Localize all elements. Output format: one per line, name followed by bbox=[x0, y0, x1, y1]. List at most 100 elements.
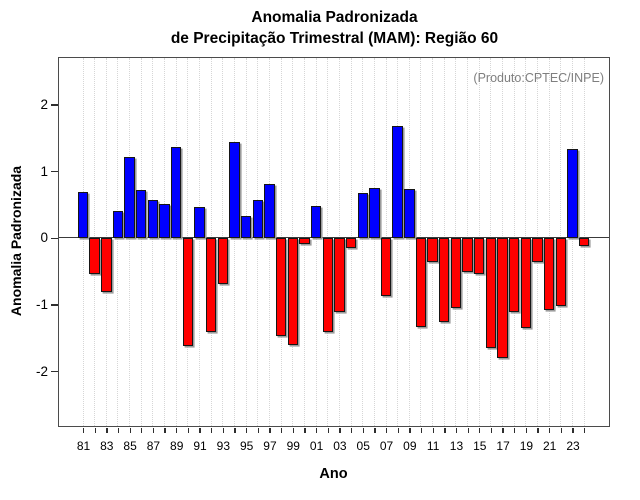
bar-2008 bbox=[392, 126, 403, 238]
bar-2005 bbox=[357, 193, 368, 238]
x-tick-label: 11 bbox=[426, 439, 440, 453]
x-tick bbox=[234, 427, 236, 433]
y-tick bbox=[51, 304, 58, 306]
x-tick-label: 13 bbox=[449, 439, 464, 453]
bar-1990 bbox=[182, 237, 194, 347]
gridline bbox=[117, 57, 119, 426]
x-tick-label: 23 bbox=[566, 439, 580, 453]
x-tick bbox=[339, 427, 341, 433]
bar-1991 bbox=[194, 207, 205, 238]
x-tick bbox=[374, 427, 376, 433]
x-tick bbox=[269, 427, 271, 433]
x-tick-label: 95 bbox=[239, 439, 254, 453]
x-tick bbox=[514, 427, 516, 433]
x-tick-label: 89 bbox=[170, 439, 184, 453]
x-tick bbox=[549, 427, 551, 433]
x-tick bbox=[257, 427, 260, 433]
bar-2001 bbox=[310, 206, 322, 238]
x-tick bbox=[584, 427, 586, 433]
bar-2003 bbox=[334, 237, 345, 313]
bar-1988 bbox=[159, 204, 170, 238]
chart-title: Anomalia Padronizada de Precipitação Tri… bbox=[59, 7, 610, 49]
y-tick bbox=[51, 171, 58, 173]
bar-1983 bbox=[101, 237, 112, 293]
gridline bbox=[140, 57, 142, 426]
bar-2002 bbox=[322, 237, 333, 332]
bar-2013 bbox=[450, 237, 462, 308]
x-tick bbox=[397, 427, 399, 433]
bar-2024 bbox=[578, 237, 590, 246]
x-tick-label: 15 bbox=[473, 439, 487, 453]
x-tick-label: 19 bbox=[519, 439, 534, 453]
gridline bbox=[199, 57, 201, 426]
x-tick-label: 09 bbox=[403, 439, 417, 453]
bar-1987 bbox=[147, 199, 159, 238]
bar-2004 bbox=[345, 237, 357, 249]
y-tick-label: -1 bbox=[35, 296, 48, 312]
product-annotation: (Produto:CPTEC/INPE) bbox=[473, 70, 604, 85]
x-tick-label: 93 bbox=[216, 439, 231, 453]
gridline bbox=[408, 57, 410, 426]
x-tick-label: 07 bbox=[379, 439, 394, 453]
bar-1993 bbox=[217, 237, 229, 284]
x-tick-label: 05 bbox=[356, 439, 370, 453]
gridline bbox=[362, 57, 364, 426]
bar-2018 bbox=[509, 237, 520, 313]
x-tick bbox=[152, 427, 155, 433]
x-tick bbox=[199, 427, 201, 433]
gridline bbox=[397, 57, 399, 426]
x-tick bbox=[490, 427, 493, 433]
bar-1981 bbox=[77, 191, 89, 238]
x-tick bbox=[350, 427, 353, 433]
x-tick bbox=[560, 427, 563, 433]
x-tick-label: 17 bbox=[496, 439, 510, 453]
x-tick bbox=[82, 427, 85, 433]
x-tick bbox=[187, 427, 190, 433]
x-tick bbox=[94, 427, 96, 433]
x-tick bbox=[479, 427, 481, 433]
bar-1986 bbox=[136, 189, 147, 238]
y-tick-label: -2 bbox=[35, 363, 48, 379]
gridline bbox=[572, 57, 573, 426]
x-tick-label: 99 bbox=[286, 439, 300, 453]
y-tick-label: 1 bbox=[40, 163, 48, 179]
gridline bbox=[257, 57, 259, 426]
x-tick bbox=[455, 427, 458, 433]
x-tick bbox=[246, 427, 248, 433]
gridline bbox=[82, 57, 84, 426]
plot-area: (Produto:CPTEC/INPE) bbox=[58, 56, 610, 427]
x-tick bbox=[281, 427, 283, 433]
bar-1998 bbox=[275, 237, 287, 337]
gridline bbox=[164, 57, 166, 426]
x-tick bbox=[444, 427, 446, 433]
bar-1994 bbox=[229, 142, 240, 238]
bar-1985 bbox=[124, 157, 135, 238]
x-tick bbox=[117, 427, 120, 433]
gridline bbox=[234, 57, 235, 426]
bar-1982 bbox=[89, 237, 100, 274]
bar-2012 bbox=[439, 237, 450, 323]
x-tick-label: 21 bbox=[543, 439, 557, 453]
x-tick bbox=[525, 427, 528, 433]
x-tick-label: 87 bbox=[146, 439, 161, 453]
x-tick bbox=[292, 427, 294, 433]
bar-2019 bbox=[520, 237, 532, 328]
gridline bbox=[175, 57, 177, 426]
bar-2007 bbox=[380, 237, 392, 297]
x-tick-label: 97 bbox=[263, 439, 277, 453]
y-tick-label: 0 bbox=[40, 230, 48, 246]
y-tick bbox=[51, 371, 58, 373]
gridline bbox=[245, 57, 247, 426]
chart-title-line1: Anomalia Padronizada bbox=[251, 9, 418, 26]
bar-2009 bbox=[404, 189, 415, 238]
bar-2021 bbox=[544, 237, 555, 311]
x-tick-label: 03 bbox=[333, 439, 347, 453]
chart-title-line2: de Precipitação Trimestral (MAM): Região… bbox=[170, 30, 499, 47]
bar-2016 bbox=[485, 237, 497, 349]
gridline bbox=[129, 57, 131, 426]
x-tick-label: 83 bbox=[100, 439, 114, 453]
x-tick bbox=[176, 427, 178, 433]
x-tick bbox=[106, 427, 108, 433]
x-tick bbox=[211, 427, 213, 433]
y-tick bbox=[51, 104, 58, 106]
